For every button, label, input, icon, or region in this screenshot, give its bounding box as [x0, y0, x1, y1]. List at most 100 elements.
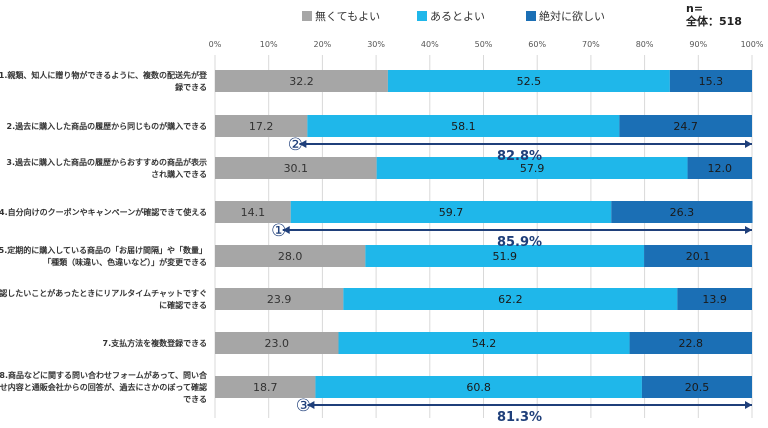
- bar-segment-nice: [387, 70, 670, 92]
- bar-segment-none: [215, 332, 339, 354]
- data-label: 58.1: [451, 120, 476, 133]
- annotations: ② 82.8% ① 85.9% ③ 81.3%: [271, 135, 752, 425]
- bar-segment-must: [611, 201, 753, 223]
- bar-segment-none: [215, 245, 366, 267]
- data-label: 15.3: [699, 75, 724, 88]
- category-label: され購入できる: [151, 169, 207, 179]
- category-label: 7.支払方法を複数登録できる: [103, 338, 207, 348]
- bar-segment-must: [619, 115, 752, 137]
- category-label: できる: [183, 395, 207, 404]
- data-label: 14.1: [241, 206, 266, 219]
- data-label: 30.1: [284, 162, 309, 175]
- category-label: 5.定期的に購入している商品の「お届け間隔」や「数量」: [0, 245, 207, 255]
- data-label: 57.9: [520, 162, 545, 175]
- data-label: 60.8: [466, 381, 491, 394]
- data-label: 22.8: [679, 337, 704, 350]
- bar-segment-must: [641, 376, 752, 398]
- x-tick-label: 90%: [689, 40, 707, 49]
- rank-label: ①: [271, 221, 286, 241]
- category-label: 6.確認したいことがあったときにリアルタイムチャットですぐ: [0, 288, 207, 298]
- annotation-value: 82.8%: [497, 149, 542, 164]
- bar-segment-none: [215, 288, 344, 310]
- bar-segment-nice: [315, 376, 642, 398]
- x-tick-label: 0%: [209, 40, 222, 49]
- data-label: 18.7: [253, 381, 278, 394]
- category-label: に確認できる: [159, 300, 207, 310]
- category-label: 「種類（味違い、色違いなど）」が変更できる: [43, 257, 207, 267]
- data-label: 54.2: [472, 337, 497, 350]
- legend-item-none: 無くてもよい: [302, 8, 380, 24]
- data-label: 23.0: [265, 337, 290, 350]
- bar-segment-must: [629, 332, 752, 354]
- category-label: せ内容と通販会社からの回答が、過去にさかのぼって確認: [0, 382, 207, 392]
- category-label: 録できる: [175, 82, 207, 92]
- x-tick-label: 100%: [741, 40, 764, 49]
- data-label: 62.2: [498, 293, 523, 306]
- category-label: 1.親類、知人に贈り物ができるように、複数の配送先が登: [0, 70, 208, 80]
- sample-size: n= 全体：518: [686, 2, 742, 28]
- sample-n-label: n=: [686, 2, 704, 15]
- range-arrow-head-right: [745, 226, 752, 234]
- legend-label-none: 無くてもよい: [315, 10, 381, 23]
- legend-label-nice: あるとよい: [430, 10, 485, 23]
- data-label: 26.3: [670, 206, 695, 219]
- bar-segment-must: [644, 245, 752, 267]
- bar-segment-must: [669, 70, 752, 92]
- bar-segment-must: [677, 288, 752, 310]
- data-label: 24.7: [673, 120, 698, 133]
- data-label: 20.5: [685, 381, 710, 394]
- bar-segment-must: [687, 157, 752, 179]
- rank-label: ③: [296, 396, 311, 416]
- category-label: 2.過去に購入した商品の履歴から同じものが購入できる: [7, 121, 207, 131]
- data-label: 51.9: [492, 250, 517, 263]
- data-label: 12.0: [708, 162, 733, 175]
- bar-segment-nice: [338, 332, 630, 354]
- range-arrow-head-left: [282, 226, 290, 234]
- bar-segment-nice: [343, 288, 678, 310]
- range-arrow-head-left: [299, 140, 307, 148]
- x-tick-label: 70%: [582, 40, 600, 49]
- legend-swatch-none: [302, 11, 312, 21]
- legend-label-must: 絶対に欲しい: [539, 10, 605, 23]
- x-tick-label: 40%: [421, 40, 439, 49]
- x-tick-label: 10%: [260, 40, 278, 49]
- bars: 32.2 52.5 15.3 17.2 58.1 24.7 30.1 57.9 12.0 14.1…: [215, 70, 753, 398]
- grid-lines: [214, 55, 753, 418]
- bar-segment-none: [215, 201, 291, 223]
- category-label: 4.自分向けのクーポンやキャンペーンが確認できて使える: [0, 207, 207, 217]
- bar-segment-nice: [376, 157, 688, 179]
- data-label: 13.9: [702, 293, 727, 306]
- legend-swatch-nice: [417, 11, 427, 21]
- legend-swatch-must: [526, 11, 536, 21]
- data-label: 17.2: [249, 120, 274, 133]
- range-arrow-head-right: [745, 401, 752, 409]
- data-label: 52.5: [517, 75, 542, 88]
- bar-segment-none: [215, 376, 316, 398]
- legend-item-nice: あるとよい: [417, 8, 485, 24]
- category-label: 8.商品などに関する問い合わせフォームがあって、問い合: [0, 370, 208, 380]
- bar-segment-none: [215, 157, 377, 179]
- rank-label: ②: [288, 135, 303, 155]
- x-tick-label: 80%: [636, 40, 654, 49]
- data-label: 59.7: [439, 206, 464, 219]
- range-arrow-head-right: [745, 140, 752, 148]
- legend-item-must: 絶対に欲しい: [526, 8, 605, 24]
- data-label: 32.2: [289, 75, 314, 88]
- category-label: 3.過去に購入した商品の履歴からおすすめの商品が表示: [6, 157, 207, 167]
- x-tick-label: 60%: [528, 40, 546, 49]
- bar-segment-nice: [290, 201, 612, 223]
- bar-segment-none: [215, 70, 388, 92]
- annotation-value: 81.3%: [497, 410, 542, 425]
- data-label: 23.9: [267, 293, 292, 306]
- bar-segment-none: [215, 115, 308, 137]
- bar-segment-nice: [307, 115, 620, 137]
- range-arrow-head-left: [307, 401, 315, 409]
- data-label: 20.1: [686, 250, 711, 263]
- x-axis-ticks: 0% 10% 20% 30% 40% 50% 60% 70% 80% 90% 100%: [209, 40, 764, 49]
- annotation-value: 85.9%: [497, 235, 542, 250]
- x-tick-label: 30%: [367, 40, 385, 49]
- x-tick-label: 20%: [314, 40, 332, 49]
- x-tick-label: 50%: [475, 40, 493, 49]
